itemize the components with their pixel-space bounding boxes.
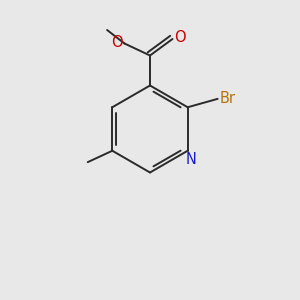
Text: O: O	[111, 35, 122, 50]
Text: O: O	[175, 30, 186, 45]
Text: N: N	[186, 152, 197, 167]
Text: Br: Br	[219, 91, 235, 106]
